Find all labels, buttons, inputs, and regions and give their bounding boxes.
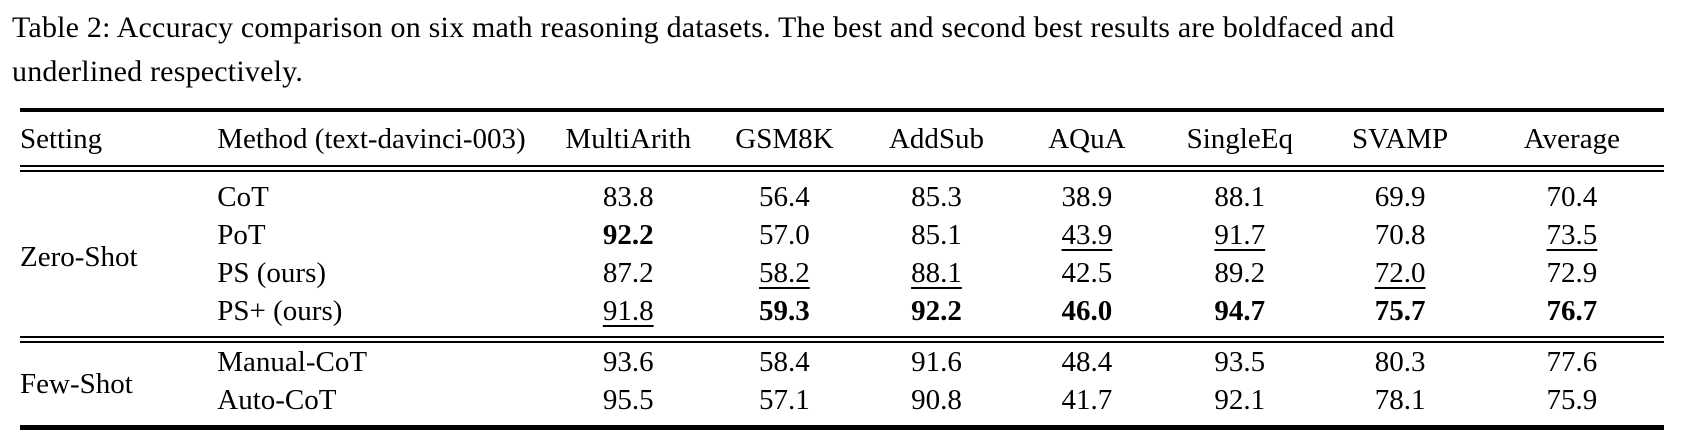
- value-cell: 56.4: [759, 181, 810, 213]
- results-table: Setting Method (text-davinci-003) MultiAri…: [20, 108, 1664, 430]
- value-cell: 57.1: [759, 384, 810, 416]
- method-cell: PoT: [217, 219, 266, 251]
- header-cell: GSM8K: [735, 123, 834, 155]
- value-cell: 76.7: [1546, 295, 1598, 327]
- value-cell: 87.2: [602, 257, 654, 289]
- value-cell: 90.8: [911, 384, 962, 416]
- header-cell: Setting: [20, 123, 103, 155]
- header-cell: AQuA: [1048, 123, 1126, 155]
- value-cell: 91.8: [602, 295, 654, 327]
- value-cell: 91.6: [911, 346, 962, 378]
- value-cell: 59.3: [759, 295, 810, 327]
- caption-line-2: underlined respectively.: [12, 55, 304, 88]
- value-cell: 48.4: [1061, 346, 1113, 378]
- table-row: PS (ours) 87.2 58.2 88.1 42.5 89.2 72.0 72.9: [20, 254, 1664, 292]
- table-row: Few-Shot Manual-CoT 93.6 58.4 91.6 48.4 93.5 80…: [20, 340, 1664, 400]
- table-row: Auto-CoT 95.5 57.1 90.8 41.7 92.1 78.1 75.9: [20, 381, 1664, 428]
- method-cell: CoT: [217, 181, 269, 213]
- setting-group: Zero-Shot CoT 83.8 56.4 85.3 38.9 88.1 69.9 70.4…: [20, 169, 1664, 340]
- value-cell: 88.1: [1214, 181, 1266, 213]
- table-header-row: Setting Method (text-davinci-003) MultiAri…: [20, 110, 1664, 169]
- value-cell: 70.4: [1546, 181, 1598, 213]
- value-cell: 72.0: [1374, 257, 1426, 289]
- value-cell: 78.1: [1374, 384, 1426, 416]
- value-cell: 91.7: [1214, 219, 1266, 251]
- value-cell: 42.5: [1061, 257, 1113, 289]
- value-cell: 80.3: [1374, 346, 1426, 378]
- value-cell: 95.5: [602, 384, 654, 416]
- header-cell: AddSub: [888, 123, 985, 155]
- value-cell: 72.9: [1546, 257, 1598, 289]
- value-cell: 83.8: [602, 181, 654, 213]
- value-cell: 75.7: [1374, 295, 1426, 327]
- value-cell: 58.4: [759, 346, 810, 378]
- value-cell: 94.7: [1214, 295, 1266, 327]
- value-cell: 41.7: [1061, 384, 1113, 416]
- table-row: Zero-Shot CoT 83.8 56.4 85.3 38.9 88.1 69.9 70.4: [20, 169, 1664, 273]
- value-cell: 38.9: [1061, 181, 1113, 213]
- value-cell: 85.3: [911, 181, 962, 213]
- setting-group: Few-Shot Manual-CoT 93.6 58.4 91.6 48.4 93.5 80…: [20, 339, 1664, 428]
- method-cell: Auto-CoT: [217, 384, 337, 416]
- table-header: Setting Method (text-davinci-003) MultiAri…: [20, 110, 1664, 169]
- value-cell: 77.6: [1546, 346, 1598, 378]
- value-cell: 70.8: [1374, 219, 1426, 251]
- setting-cell: Zero-Shot: [20, 241, 138, 273]
- value-cell: 75.9: [1546, 384, 1598, 416]
- value-cell: 73.5: [1546, 219, 1598, 251]
- caption-line-1: Table 2: Accuracy comparison on six math…: [12, 11, 1395, 44]
- value-cell: 92.1: [1214, 384, 1266, 416]
- setting-cell: Few-Shot: [20, 368, 133, 400]
- value-cell: 92.2: [911, 295, 962, 327]
- header-cell: MultiArith: [565, 123, 692, 155]
- header-cell: Average: [1523, 123, 1620, 155]
- method-cell: PS+ (ours): [217, 295, 343, 327]
- value-cell: 46.0: [1061, 295, 1113, 327]
- value-cell: 43.9: [1061, 219, 1113, 251]
- value-cell: 89.2: [1214, 257, 1266, 289]
- value-cell: 88.1: [911, 257, 962, 289]
- method-cell: Manual-CoT: [217, 346, 368, 378]
- table-row: PS+ (ours) 91.8 59.3 92.2 46.0 94.7 75.7 76.7: [20, 292, 1664, 340]
- table-row: PoT 92.2 57.0 85.1 43.9 91.7 70.8 73.5: [20, 216, 1664, 254]
- value-cell: 85.1: [911, 219, 962, 251]
- value-cell: 69.9: [1374, 181, 1426, 213]
- header-cell: SingleEq: [1186, 123, 1293, 155]
- value-cell: 93.6: [602, 346, 654, 378]
- value-cell: 58.2: [759, 257, 810, 289]
- value-cell: 92.2: [602, 219, 654, 251]
- value-cell: 93.5: [1214, 346, 1266, 378]
- table-caption: Table 2: Accuracy comparison on six math…: [12, 6, 1674, 94]
- value-cell: 57.0: [759, 219, 810, 251]
- header-cell: Method (text-davinci-003): [217, 123, 526, 155]
- method-cell: PS (ours): [217, 257, 327, 289]
- header-cell: SVAMP: [1351, 123, 1449, 155]
